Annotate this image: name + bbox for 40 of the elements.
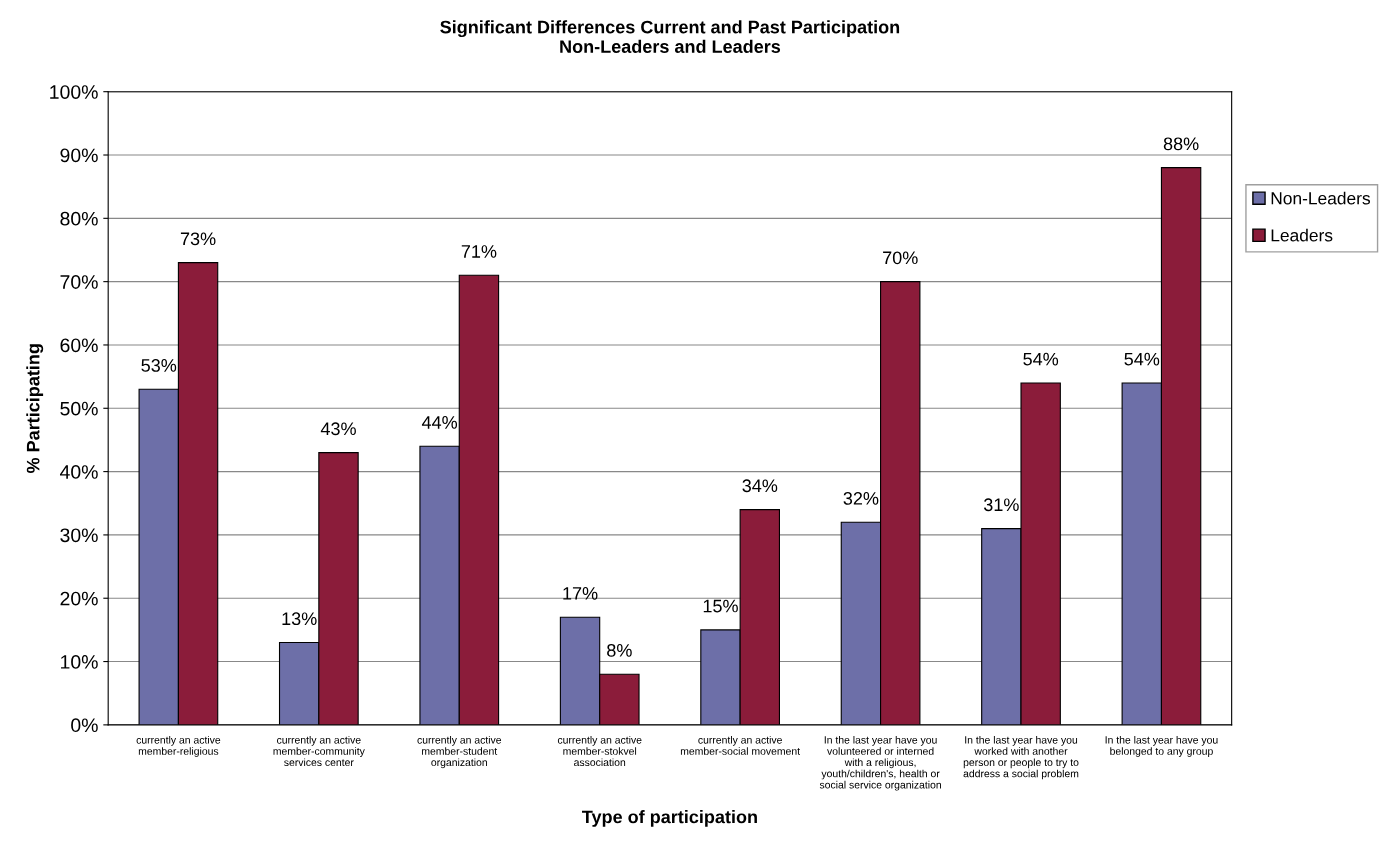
y-tick-label: 60% — [60, 338, 98, 353]
chart-title: Significant Differences Current and Past Participation Non-Leaders and Leaders — [440, 20, 900, 53]
data-label: 8% — [607, 643, 632, 657]
data-label: 15% — [703, 599, 738, 613]
data-label: 54% — [1023, 352, 1059, 366]
y-axis-title: % Participating — [26, 344, 44, 474]
data-label: 34% — [742, 479, 778, 493]
legend-label: Non-Leaders — [1271, 191, 1370, 205]
x-tick-label: In the last year have you belonged to any group — [1105, 735, 1218, 757]
y-tick-label: 90% — [60, 148, 98, 163]
x-tick-label: In the last year have you volunteered or interned with a religious, youth/children's, health or social service organization — [819, 735, 941, 791]
x-tick-label: currently an active member-stokvel association — [557, 735, 642, 767]
data-label: 88% — [1163, 137, 1199, 151]
data-label: 53% — [141, 359, 177, 372]
x-tick-label: currently an active member-religious — [136, 735, 221, 757]
data-label: 32% — [843, 492, 879, 505]
x-tick-label: currently an active member-community services center — [273, 735, 365, 767]
y-tick-label: 50% — [60, 401, 98, 416]
data-label: 31% — [983, 498, 1019, 512]
x-tick-label: In the last year have you worked with another person or people to try to address a social problem — [963, 735, 1079, 780]
y-tick-label: 20% — [60, 591, 98, 606]
data-label: 73% — [180, 232, 216, 246]
x-tick-label: currently an active member-student organization — [417, 735, 502, 769]
y-tick-label: 10% — [61, 655, 98, 669]
data-label: 70% — [883, 251, 918, 265]
y-tick-label: 80% — [60, 211, 98, 226]
y-tick-label: 70% — [60, 275, 98, 289]
data-label: 71% — [461, 245, 497, 258]
y-tick-label: 30% — [60, 528, 98, 543]
data-label: 43% — [320, 422, 356, 436]
y-tick-label: 40% — [59, 465, 98, 479]
data-label: 13% — [282, 612, 317, 626]
legend-label: Leaders — [1271, 228, 1333, 242]
data-label: 54% — [1124, 352, 1160, 366]
y-tick-label: 100% — [50, 85, 98, 99]
y-tick-label: 0% — [71, 718, 98, 733]
x-axis-title: Type of participation — [582, 810, 757, 827]
data-label: 44% — [421, 416, 458, 429]
data-label: 17% — [563, 587, 598, 600]
x-tick-label: currently an active member-social movement — [680, 735, 800, 755]
